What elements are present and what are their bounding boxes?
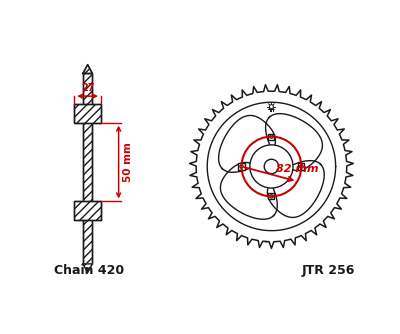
Circle shape	[270, 135, 273, 138]
Bar	[83, 73, 92, 264]
Circle shape	[270, 195, 273, 198]
Polygon shape	[190, 85, 353, 248]
Text: 27: 27	[81, 84, 94, 94]
Text: 50 mm: 50 mm	[123, 142, 133, 182]
Text: JTR 256: JTR 256	[301, 264, 355, 277]
Bar	[74, 201, 101, 220]
Bar	[74, 104, 101, 123]
FancyBboxPatch shape	[268, 134, 274, 140]
FancyBboxPatch shape	[268, 193, 274, 199]
Polygon shape	[219, 116, 276, 172]
Polygon shape	[83, 64, 92, 73]
Bar	[83, 73, 92, 264]
Text: Chain 420: Chain 420	[54, 264, 124, 277]
FancyBboxPatch shape	[238, 163, 244, 169]
Circle shape	[300, 165, 303, 168]
FancyBboxPatch shape	[298, 163, 304, 169]
Polygon shape	[266, 114, 322, 170]
Bar	[74, 104, 101, 123]
Polygon shape	[267, 161, 324, 217]
Polygon shape	[83, 264, 92, 273]
Bar	[74, 201, 101, 220]
Circle shape	[240, 165, 243, 168]
Bar	[83, 73, 92, 264]
Text: 82 mm: 82 mm	[276, 164, 318, 174]
Circle shape	[264, 159, 279, 174]
Bar	[74, 201, 101, 220]
Polygon shape	[220, 162, 277, 219]
Bar	[74, 104, 101, 123]
Circle shape	[250, 145, 293, 188]
